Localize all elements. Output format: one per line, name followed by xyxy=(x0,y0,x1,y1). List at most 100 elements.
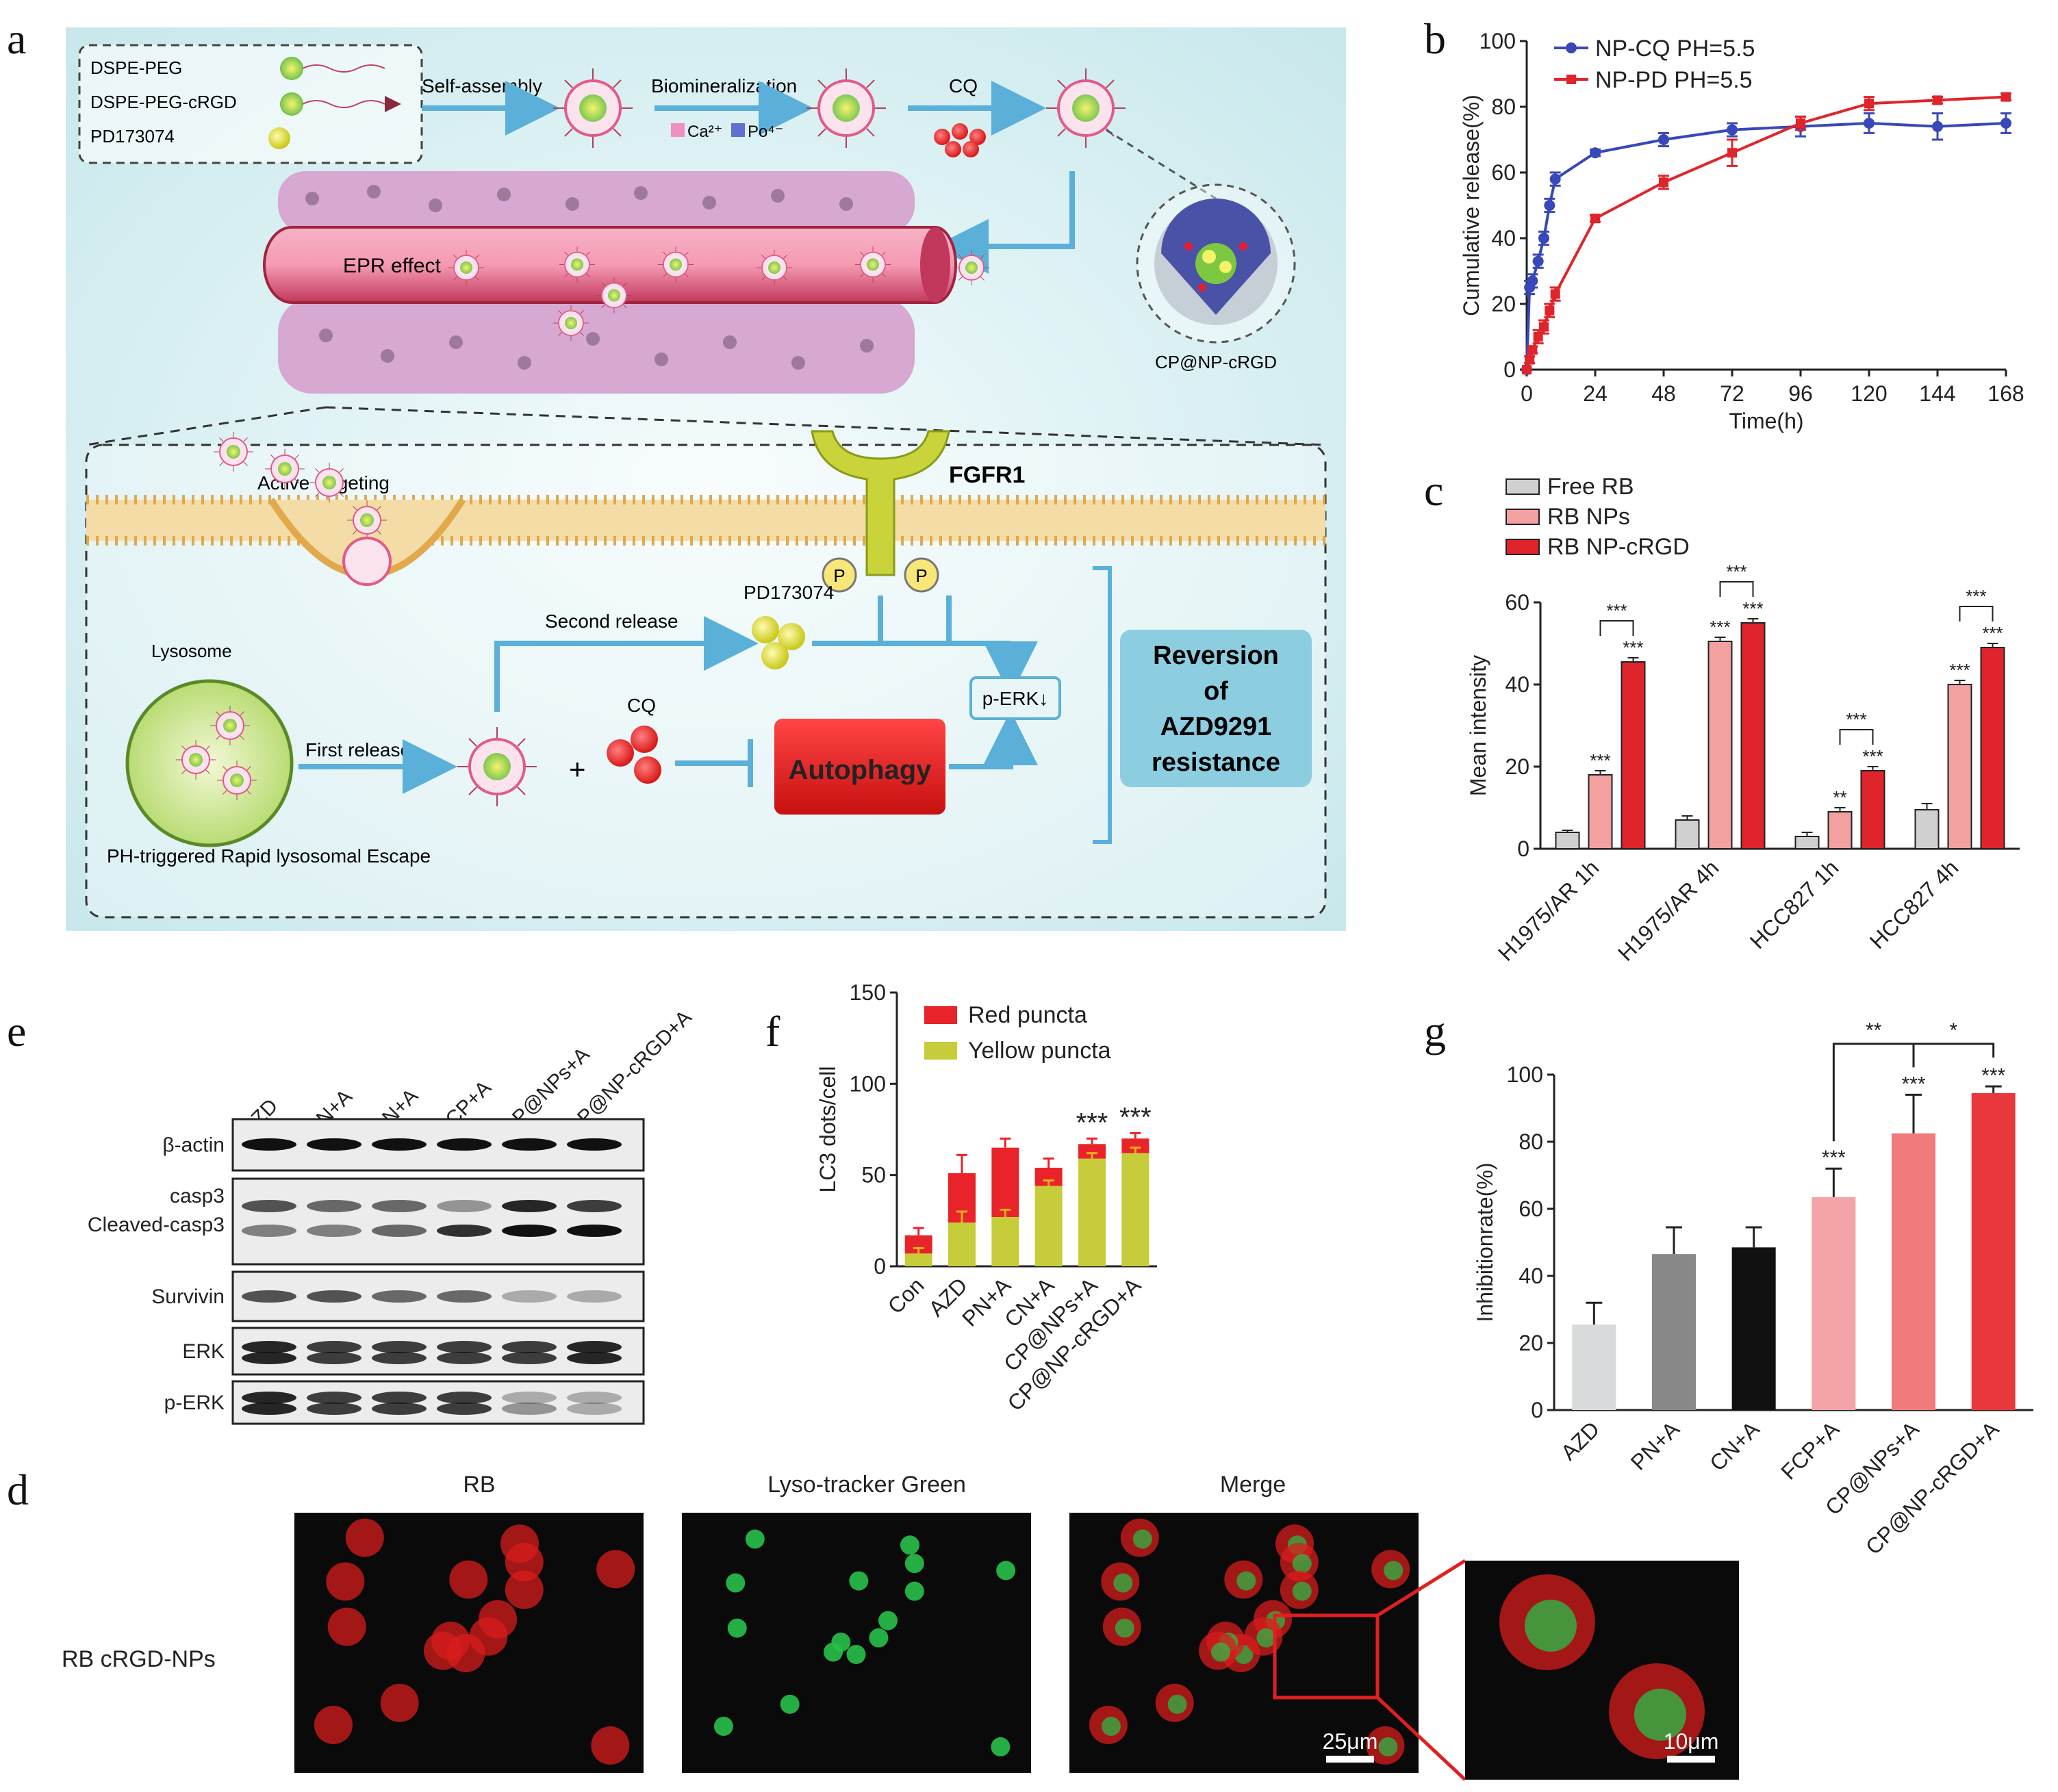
western-blot: AZD PN+A CN+A FCP+A CP@NPs+A CP@NP-cRGD+A β-ac… xyxy=(68,972,739,1437)
blot-band xyxy=(502,1225,557,1237)
data-point xyxy=(1527,345,1538,355)
x-tick-label: Con xyxy=(883,1272,929,1318)
bar-segment-yellow xyxy=(1121,1153,1149,1266)
micro-panel-merge xyxy=(1069,1513,1419,1773)
y-axis-label: Mean intensity xyxy=(1466,655,1490,796)
plus-sign: + xyxy=(569,753,586,785)
blot-band xyxy=(437,1392,492,1404)
legend-label: NP-PD PH=5.5 xyxy=(1595,67,1753,93)
x-tick-label: CP@NP-cRGD+A xyxy=(1861,1416,2004,1559)
blot-band xyxy=(502,1200,557,1212)
significance-star: *** xyxy=(1119,1102,1152,1132)
cell-green-signal xyxy=(996,1561,1016,1580)
bar-segment-red xyxy=(991,1147,1019,1217)
blot-band xyxy=(307,1352,361,1364)
x-tick-label: 144 xyxy=(1919,381,1955,406)
blot-band xyxy=(307,1138,361,1151)
bracket-label: *** xyxy=(1606,600,1627,621)
legend-swatch xyxy=(1506,478,1540,495)
self-assembly-label: Self-assembly xyxy=(422,75,542,97)
cell-green-signal xyxy=(1236,1571,1256,1591)
micro-title-rb: RB xyxy=(463,1472,496,1498)
scale-label-10: 10μm xyxy=(1664,1729,1719,1754)
bar xyxy=(1971,1092,2016,1410)
x-tick-label: 96 xyxy=(1788,381,1813,406)
cp-np-crgd-label: CP@NP-cRGD xyxy=(1155,352,1277,372)
blot-band xyxy=(502,1352,557,1364)
data-point xyxy=(1544,200,1555,211)
cell-green-signal xyxy=(1525,1600,1577,1652)
blot-band xyxy=(372,1403,427,1415)
cell-green-signal xyxy=(1211,1642,1231,1662)
phospho-right: P xyxy=(915,565,927,586)
zoom-line xyxy=(1376,1696,1466,1781)
legend-swatch xyxy=(1506,539,1540,555)
bracket-label: *** xyxy=(1966,586,1986,606)
significance-star: ** xyxy=(1833,787,1846,808)
panel-label-a: a xyxy=(7,14,27,63)
blot-band xyxy=(372,1341,427,1353)
microscopy-images: 25μm 10μm xyxy=(294,1513,1739,1781)
micro-panel-lyso xyxy=(682,1513,1031,1773)
cq-label: CQ xyxy=(627,695,656,716)
bar xyxy=(1652,1254,1696,1410)
inhibition-bar-chart: 0 20 40 60 80 100 Inhibitionrate(%) AZD PN+A CN+A… xyxy=(1473,1019,2033,1559)
data-point xyxy=(1522,365,1532,374)
blot-band xyxy=(502,1392,557,1404)
bracket-label: * xyxy=(1949,1019,1957,1042)
blot-band xyxy=(567,1138,622,1151)
y-tick-label: 60 xyxy=(1505,590,1529,615)
significance-star: *** xyxy=(1949,660,1970,680)
data-point xyxy=(1532,255,1544,267)
blot-band xyxy=(242,1225,296,1237)
legend-dspe-peg: DSPE-PEG xyxy=(90,57,182,78)
blot-band xyxy=(242,1403,296,1415)
cell-green-signal xyxy=(849,1571,869,1591)
data-point xyxy=(1549,173,1561,185)
x-tick-label: HCC827 1h xyxy=(1745,855,1844,953)
bracket-label: *** xyxy=(1846,709,1866,730)
bar xyxy=(1860,770,1885,849)
legend-marker xyxy=(1566,42,1577,53)
data-point xyxy=(1539,322,1549,332)
blot-band xyxy=(437,1403,492,1415)
reversion-line-4: resistance xyxy=(1152,748,1280,777)
bracket-label: ** xyxy=(1866,1019,1882,1042)
significance-star: *** xyxy=(1982,623,2003,643)
blot-band xyxy=(242,1138,296,1151)
legend-swatch xyxy=(924,1006,957,1024)
blot-band xyxy=(307,1225,361,1237)
bar-segment-yellow xyxy=(991,1217,1019,1266)
bar xyxy=(1914,809,1940,849)
schematic-diagram: DSPE-PEG DSPE-PEG-cRGD PD173074 Self-ass… xyxy=(66,27,1346,931)
first-release-label: First release xyxy=(305,739,411,760)
cell-green-signal xyxy=(1113,1573,1133,1593)
blot-row-label: Cleaved-casp3 xyxy=(88,1214,225,1236)
y-axis-label: LC3 dots/cell xyxy=(815,1066,840,1193)
cell-green-signal xyxy=(745,1529,765,1549)
y-tick-label: 100 xyxy=(850,1071,886,1096)
legend-label: RB NP-cRGD xyxy=(1547,534,1690,560)
y-tick-label: 0 xyxy=(874,1254,886,1279)
blot-box xyxy=(231,1380,645,1425)
legend-label: Yellow puncta xyxy=(968,1038,1111,1064)
blot-band xyxy=(567,1341,622,1353)
blot-band xyxy=(567,1403,622,1415)
cell-green-signal xyxy=(1256,1628,1276,1648)
blot-band xyxy=(242,1392,296,1404)
cell-green-signal xyxy=(900,1535,919,1555)
x-tick-label: CN+A xyxy=(1705,1416,1764,1476)
x-tick-label: 72 xyxy=(1720,381,1744,406)
cell-green-signal xyxy=(904,1554,924,1574)
bar-segment-yellow xyxy=(1034,1186,1063,1266)
significance-bracket xyxy=(1719,581,1754,597)
blot-box xyxy=(231,1177,645,1266)
blot-band xyxy=(372,1200,427,1212)
y-tick-label: 20 xyxy=(1491,292,1516,316)
panel-label-d: d xyxy=(7,1465,29,1514)
cell-red-signal xyxy=(424,1631,463,1670)
blot-band xyxy=(372,1352,427,1364)
micro-row-label: RB cRGD-NPs xyxy=(62,1646,216,1672)
bar-segment-red xyxy=(1078,1144,1106,1159)
y-tick-label: 20 xyxy=(1519,1331,1543,1355)
